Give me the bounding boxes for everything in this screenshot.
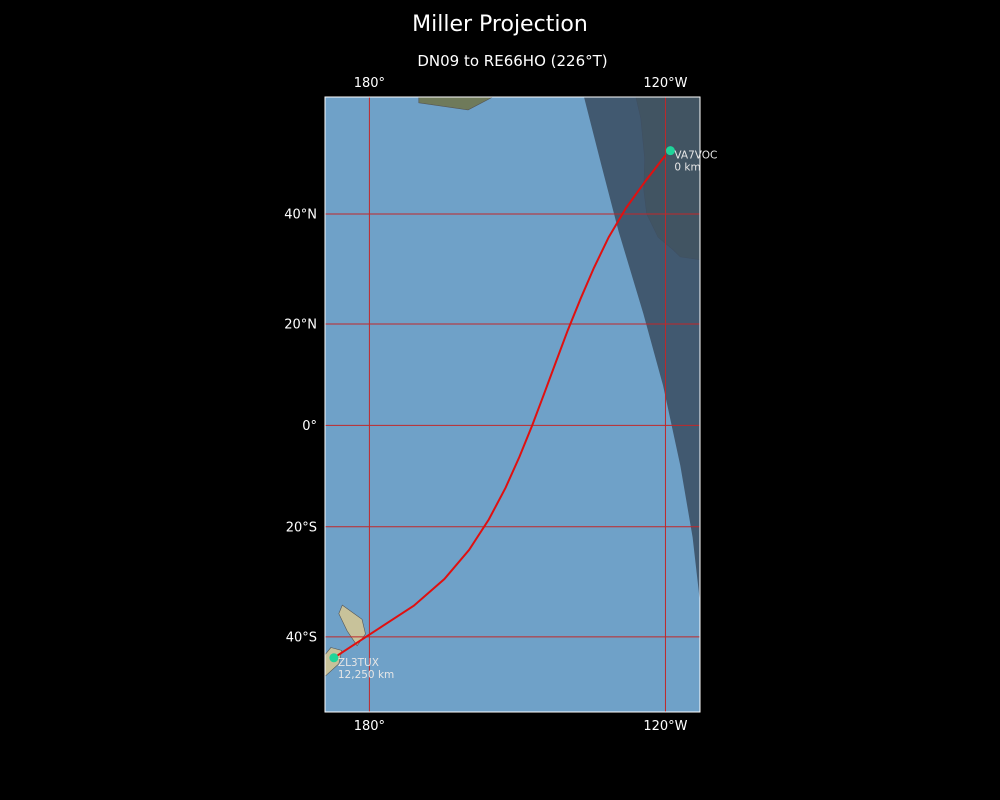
lon-tick-label-top: 180°	[354, 76, 385, 91]
station-callsign: VA7VOC	[674, 150, 717, 162]
station-callsign: ZL3TUX	[338, 657, 379, 669]
lat-tick-label: 40°S	[286, 630, 317, 645]
lat-tick-label: 40°N	[284, 207, 317, 222]
night-terminator-shade	[584, 97, 700, 603]
alaska-peninsula-landmass	[418, 97, 493, 111]
lat-tick-label: 20°S	[286, 520, 317, 535]
map-title: Miller Projection	[412, 12, 588, 37]
new-zealand-north-island-landmass	[338, 604, 366, 647]
graticule	[325, 97, 700, 712]
station-distance: 12,250 km	[338, 669, 394, 681]
map-subtitle: DN09 to RE66HO (226°T)	[417, 52, 608, 70]
lon-tick-label-top: 120°W	[643, 76, 687, 91]
station-marker	[665, 146, 675, 156]
station-markers	[329, 146, 675, 663]
lat-tick-label: 20°N	[284, 317, 317, 332]
lon-tick-label-bottom: 120°W	[643, 719, 687, 734]
lat-tick-label: 0°	[302, 419, 317, 434]
map-frame	[324, 96, 701, 713]
map-plot-area	[325, 97, 700, 712]
axis-ticks: 180° 180° 120°W 120°W 40°N 20°N 0° 20°S 40°S	[284, 76, 687, 734]
station-marker	[329, 653, 339, 663]
station-distance: 0 km	[674, 162, 700, 174]
lon-tick-label-bottom: 180°	[354, 719, 385, 734]
great-circle-path	[333, 154, 667, 659]
